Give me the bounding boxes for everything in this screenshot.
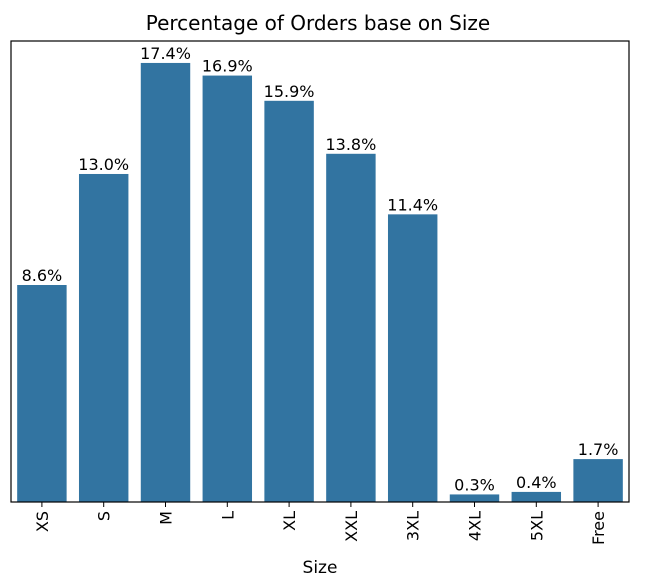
x-tick-label-l: L [218,511,237,520]
data-label-xl: 15.9% [264,82,315,101]
x-tick-label-xxl: XXL [342,511,361,542]
x-tick-label-3xl: 3XL [404,511,423,541]
bar-5xl [511,491,562,502]
bar-s [78,173,129,503]
plot-frame [10,40,630,503]
bars-layer [17,62,623,503]
data-labels-layer: 8.6% 13.0% 17.4% 16.9% 15.9% 13.8% 11.4% 0.3% 0.… [22,44,619,494]
x-tick-label-m: M [157,511,176,525]
x-tick-label-s: S [95,511,114,521]
x-tick-label-xl: XL [280,511,299,531]
x-tick-label-xs: XS [33,511,52,532]
bar-xxl [326,153,376,503]
data-label-m: 17.4% [140,44,191,63]
chart-title: Percentage of Orders base on Size [146,11,490,35]
data-label-l: 16.9% [202,57,253,76]
data-label-3xl: 11.4% [387,195,438,214]
data-label-xs: 8.6% [22,266,63,285]
x-tick-label-5xl: 5XL [527,511,546,541]
bar-3xl [387,214,438,502]
bar-free [573,459,623,502]
x-ticks-layer: XS S M L XL XXL 3XL 4XL 5XL Free [33,502,608,545]
data-label-xxl: 13.8% [325,135,376,154]
data-label-free: 1.7% [578,440,619,459]
data-label-s: 13.0% [78,155,129,174]
bar-xs [17,285,67,502]
data-label-5xl: 0.4% [516,473,557,492]
bar-xl [264,100,314,503]
x-axis-label: Size [303,558,338,578]
bar-l [202,75,253,502]
x-tick-label-4xl: 4XL [466,511,485,541]
bar-m [140,62,191,502]
data-label-4xl: 0.3% [454,475,495,494]
x-tick-label-free: Free [589,511,608,545]
bar-4xl [449,494,500,502]
